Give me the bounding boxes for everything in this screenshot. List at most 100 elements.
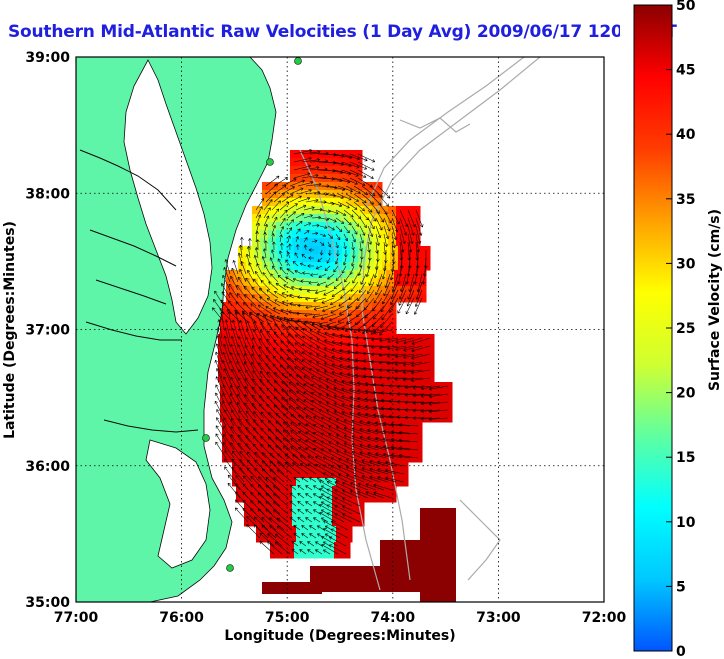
velocity-vector bbox=[324, 477, 333, 483]
velocity-cell bbox=[220, 302, 229, 311]
velocity-vector bbox=[259, 540, 275, 555]
velocity-cell bbox=[364, 494, 373, 503]
velocity-vector bbox=[338, 473, 357, 483]
velocity-vector bbox=[357, 153, 376, 163]
velocity-cell bbox=[400, 470, 409, 479]
velocity-vector bbox=[407, 281, 415, 300]
velocity-vector bbox=[257, 304, 273, 315]
velocity-vector bbox=[327, 225, 335, 231]
velocity-vector bbox=[398, 289, 407, 306]
velocity-cell bbox=[414, 454, 423, 463]
velocity-vector bbox=[294, 366, 311, 379]
velocity-cell bbox=[270, 182, 279, 191]
velocity-cell bbox=[394, 294, 403, 303]
bathymetry-contours bbox=[299, 57, 541, 591]
velocity-vector bbox=[323, 289, 335, 296]
lat-lon-grid bbox=[76, 57, 604, 602]
velocity-cell bbox=[302, 182, 311, 191]
velocity-vector bbox=[309, 368, 327, 379]
velocity-cell bbox=[268, 230, 277, 239]
velocity-cell bbox=[326, 454, 335, 463]
velocity-vector bbox=[428, 417, 449, 421]
velocity-cell bbox=[300, 414, 309, 423]
velocity-vector bbox=[215, 376, 225, 395]
velocity-cell bbox=[350, 254, 359, 263]
velocity-vector bbox=[351, 435, 371, 443]
velocity-vector bbox=[398, 281, 407, 300]
velocity-cell bbox=[322, 278, 331, 287]
velocity-cell bbox=[420, 390, 429, 399]
velocity-vector bbox=[359, 217, 367, 229]
velocity-cell bbox=[286, 190, 295, 199]
velocity-vector bbox=[319, 249, 324, 256]
velocity-vector bbox=[212, 307, 225, 323]
velocity-vector bbox=[222, 343, 231, 363]
velocity-vector bbox=[351, 225, 358, 235]
velocity-cell bbox=[300, 502, 309, 511]
velocity-cell bbox=[418, 334, 427, 343]
velocity-vector bbox=[317, 477, 325, 483]
velocity-vector bbox=[390, 289, 399, 305]
velocity-cell bbox=[444, 406, 453, 415]
velocity-vector bbox=[303, 391, 321, 403]
velocity-vector bbox=[328, 425, 347, 435]
velocity-cell bbox=[242, 278, 251, 287]
velocity-vector bbox=[216, 335, 223, 355]
velocity-vector bbox=[259, 296, 273, 307]
velocity-cell bbox=[268, 382, 277, 391]
velocity-cell bbox=[290, 334, 299, 343]
velocity-vector bbox=[389, 297, 399, 313]
velocity-vector bbox=[224, 319, 231, 339]
velocity-cell bbox=[244, 502, 253, 511]
velocity-cell bbox=[262, 582, 322, 594]
velocity-vector bbox=[274, 290, 287, 299]
y-tick-label: 36:00 bbox=[25, 459, 70, 475]
velocity-vector bbox=[386, 353, 407, 358]
velocity-cell bbox=[254, 422, 263, 431]
velocity-cell bbox=[218, 366, 227, 375]
velocity-cell bbox=[330, 294, 339, 303]
velocity-vector bbox=[322, 305, 337, 313]
velocity-vector bbox=[341, 387, 361, 395]
velocity-vector bbox=[398, 453, 419, 459]
velocity-cell bbox=[406, 438, 415, 447]
velocity-vector bbox=[357, 490, 377, 499]
velocity-cell bbox=[260, 398, 269, 407]
velocity-cell bbox=[226, 334, 235, 343]
velocity-vector bbox=[260, 329, 271, 347]
velocity-vector bbox=[239, 459, 253, 475]
velocity-vector bbox=[311, 400, 329, 411]
velocity-cell bbox=[364, 398, 373, 407]
velocity-cell bbox=[276, 318, 285, 327]
velocity-vector bbox=[283, 413, 299, 427]
velocity-cell bbox=[266, 270, 275, 279]
velocity-cell bbox=[258, 286, 267, 295]
velocity-vector bbox=[336, 426, 355, 435]
velocity-cell bbox=[292, 302, 301, 311]
velocity-cell bbox=[246, 454, 255, 463]
velocity-vector bbox=[259, 370, 273, 387]
velocity-vector bbox=[222, 442, 235, 459]
velocity-cell bbox=[354, 278, 363, 287]
velocity-vector bbox=[250, 484, 265, 499]
velocity-vector bbox=[244, 344, 255, 363]
velocity-cell bbox=[372, 326, 381, 335]
velocity-vector bbox=[287, 357, 303, 371]
velocity-cell bbox=[414, 422, 423, 431]
velocity-vector bbox=[238, 418, 251, 435]
velocity-cell bbox=[370, 286, 379, 295]
velocity-cell bbox=[222, 438, 231, 447]
velocity-cell bbox=[248, 462, 257, 471]
velocity-cell bbox=[310, 246, 319, 255]
velocity-vector bbox=[351, 233, 356, 243]
velocity-cell bbox=[414, 430, 423, 439]
velocity-vector bbox=[281, 178, 297, 187]
velocity-cell bbox=[426, 342, 435, 351]
velocity-vector bbox=[318, 385, 337, 395]
velocity-vector bbox=[420, 385, 441, 391]
velocity-vector bbox=[266, 297, 281, 307]
velocity-vector bbox=[270, 314, 281, 331]
velocity-cell bbox=[280, 478, 289, 487]
velocity-vector bbox=[296, 374, 313, 387]
velocity-vector bbox=[301, 173, 319, 179]
